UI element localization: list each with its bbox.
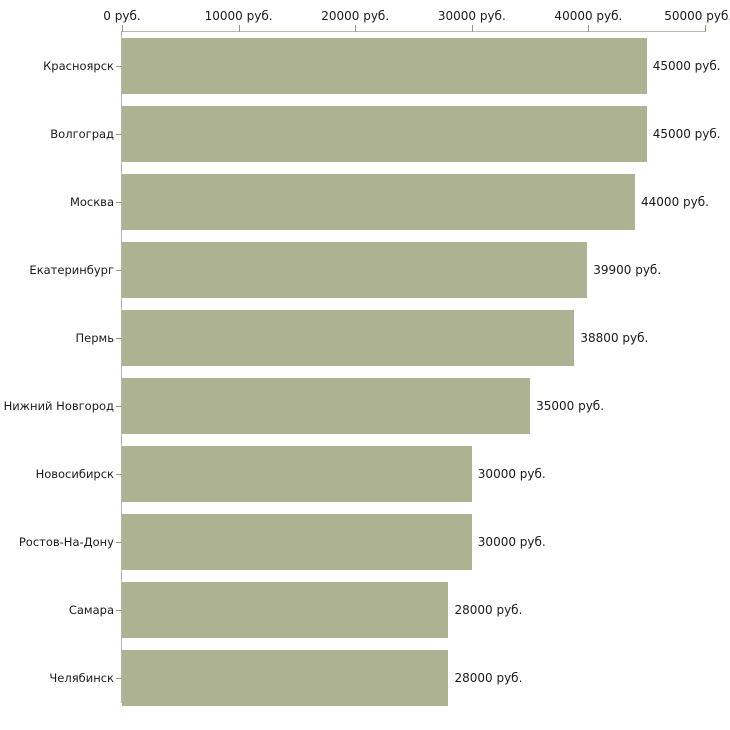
x-axis-tick-label: 30000 руб.	[437, 9, 506, 23]
bar-value-label: 45000 руб.	[652, 127, 721, 141]
y-axis-category-label: Новосибирск	[35, 467, 114, 481]
bar-value-label: 30000 руб.	[477, 467, 546, 481]
bar[interactable]	[122, 446, 472, 502]
x-axis-tick	[122, 25, 123, 32]
x-axis-tick	[471, 25, 473, 32]
x-axis-tick-label: 40000 руб.	[554, 9, 623, 23]
bar[interactable]	[122, 174, 636, 230]
y-axis-category-label: Челябинск	[49, 671, 114, 685]
y-axis-tick	[116, 134, 122, 135]
x-axis-tick-label: 20000 руб.	[321, 9, 390, 23]
x-axis-tick-label: 0 руб.	[103, 9, 141, 23]
y-axis-category-label: Екатеринбург	[29, 263, 114, 277]
bar[interactable]	[122, 106, 647, 162]
y-axis-category-label: Красноярск	[43, 59, 114, 73]
bar-value-label: 39900 руб.	[593, 263, 662, 277]
bar[interactable]	[122, 582, 449, 638]
bar-value-label: 30000 руб.	[477, 535, 546, 549]
bar[interactable]	[122, 378, 531, 434]
y-axis-category-label: Волгоград	[50, 127, 114, 141]
y-axis-category-label: Нижний Новгород	[3, 399, 114, 413]
y-axis-tick	[116, 678, 122, 679]
y-axis-category-label: Ростов-На-Дону	[18, 535, 114, 549]
y-axis-tick	[116, 542, 122, 543]
x-axis-tick-label: 50000 руб.	[664, 9, 730, 23]
y-axis-tick	[116, 610, 122, 611]
x-axis-tick	[238, 25, 240, 32]
x-axis-line	[122, 31, 705, 32]
y-axis-tick	[116, 406, 122, 407]
y-axis-line	[121, 31, 122, 703]
bar[interactable]	[122, 242, 588, 298]
x-axis-tick-label: 10000 руб.	[204, 9, 273, 23]
bar[interactable]	[122, 310, 575, 366]
bar-value-label: 38800 руб.	[580, 331, 649, 345]
bar[interactable]	[122, 650, 449, 706]
x-axis-tick	[705, 25, 706, 32]
bar-value-label: 44000 руб.	[641, 195, 709, 209]
x-axis-tick	[355, 25, 357, 32]
bar-value-label: 35000 руб.	[536, 399, 605, 413]
y-axis-tick	[116, 338, 122, 339]
bar-value-label: 28000 руб.	[454, 603, 523, 617]
y-axis-category-label: Самара	[68, 603, 114, 617]
x-axis-tick	[588, 25, 590, 32]
y-axis-category-label: Пермь	[75, 331, 114, 345]
bar[interactable]	[122, 38, 647, 94]
bar-value-label: 45000 руб.	[652, 59, 721, 73]
bar[interactable]	[122, 514, 472, 570]
y-axis-category-label: Москва	[69, 195, 114, 209]
bar-value-label: 28000 руб.	[454, 671, 523, 685]
y-axis-tick	[116, 66, 122, 67]
y-axis-tick	[116, 270, 122, 271]
y-axis-tick	[116, 202, 122, 203]
y-axis-tick	[116, 474, 122, 475]
